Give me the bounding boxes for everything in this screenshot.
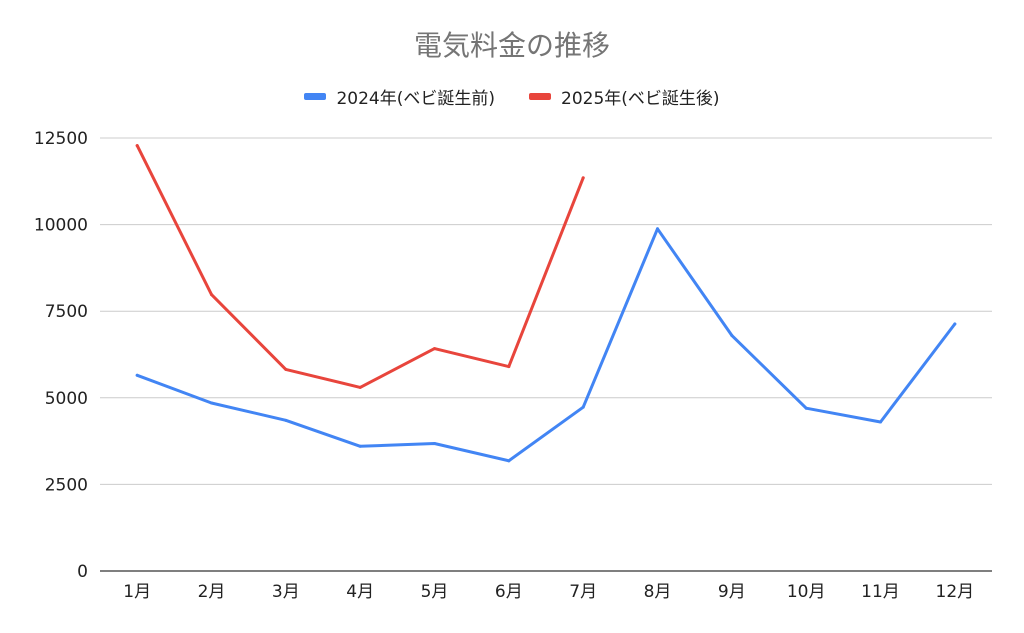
data-point-s1-6 — [581, 176, 585, 180]
legend: 2024年(ベビ誕生前) 2025年(ベビ誕生後) — [0, 84, 1024, 109]
data-point-s0-2 — [284, 418, 288, 422]
y-tick-label-5: 12500 — [34, 129, 88, 149]
series-line-0 — [135, 227, 957, 463]
data-point-s1-4 — [433, 347, 436, 351]
x-tick-label-11: 12月 — [936, 582, 975, 602]
y-tick-label-3: 7500 — [45, 302, 88, 322]
legend-swatch-2024 — [304, 93, 327, 100]
legend-label-2024: 2024年(ベビ誕生前) — [336, 89, 495, 109]
legend-item-2025: 2025年(ベビ誕生後) — [529, 84, 720, 109]
legend-swatch-2025 — [529, 93, 551, 100]
legend-item-2024: 2024年(ベビ誕生前) — [304, 84, 495, 109]
x-tick-label-6: 7月 — [569, 582, 597, 602]
data-point-s0-0 — [135, 373, 139, 377]
data-point-s1-3 — [358, 385, 362, 389]
y-tick-label-2: 5000 — [45, 389, 88, 409]
data-point-s0-7 — [656, 227, 659, 231]
data-point-s1-1 — [210, 293, 213, 297]
data-point-s0-6 — [581, 405, 585, 409]
data-point-s0-8 — [730, 333, 734, 337]
x-tick-label-3: 4月 — [346, 582, 374, 602]
series-line-1 — [135, 144, 585, 389]
y-tick-label-1: 2500 — [45, 475, 88, 495]
data-point-s1-5 — [507, 365, 511, 369]
data-point-s0-5 — [507, 459, 511, 463]
x-tick-label-9: 10月 — [787, 582, 826, 602]
x-tick-label-10: 11月 — [861, 582, 900, 602]
data-point-s1-0 — [135, 144, 139, 148]
x-tick-label-5: 6月 — [495, 582, 523, 602]
x-tick-label-2: 3月 — [272, 582, 300, 602]
x-tick-label-1: 2月 — [198, 582, 226, 602]
data-point-s0-4 — [433, 442, 436, 446]
chart-title: 電気料金の推移 — [413, 29, 610, 62]
data-point-s0-1 — [210, 401, 213, 405]
x-tick-label-7: 8月 — [644, 582, 672, 602]
data-point-s0-9 — [804, 406, 808, 410]
x-tick-label-0: 1月 — [123, 582, 151, 602]
x-tick-label-8: 9月 — [718, 582, 746, 602]
y-tick-label-4: 10000 — [34, 216, 88, 236]
y-tick-label-0: 0 — [77, 562, 88, 582]
data-point-s0-3 — [358, 444, 362, 448]
legend-label-2025: 2025年(ベビ誕生後) — [561, 89, 720, 109]
data-point-s1-2 — [284, 367, 288, 371]
x-tick-label-4: 5月 — [421, 582, 449, 602]
data-point-s0-11 — [953, 322, 957, 326]
data-point-s0-10 — [879, 420, 882, 424]
